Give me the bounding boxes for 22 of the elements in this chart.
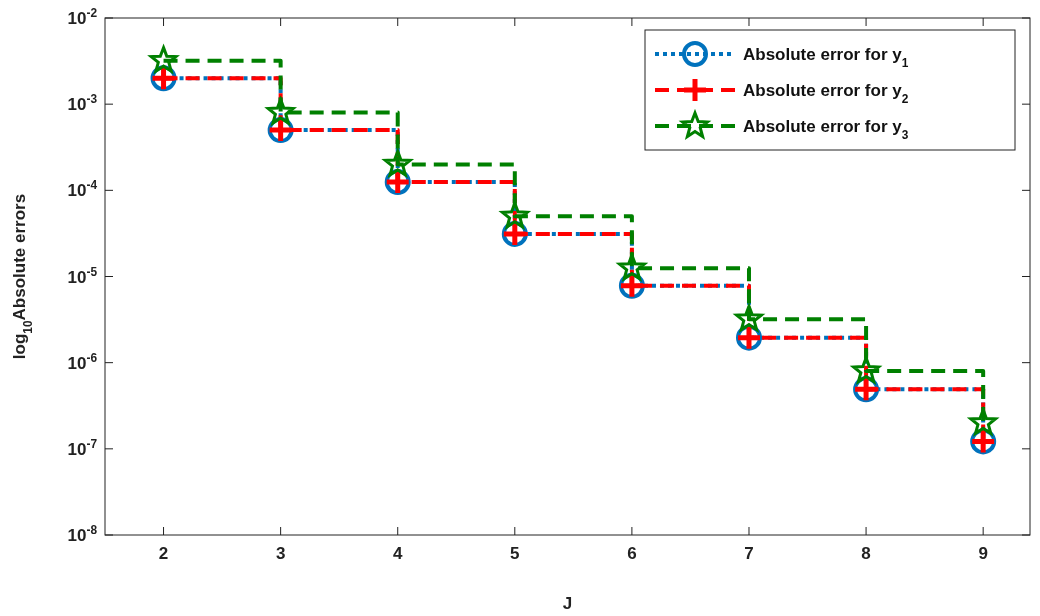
x-tick-label: 9 [978,544,988,563]
x-tick-label: 2 [158,544,169,563]
x-tick-label: 3 [275,544,286,563]
x-tick-label: 7 [744,544,754,563]
x-axis-title: J [562,594,573,613]
legend-label: Absolute error for y$_{2}$ [743,81,909,106]
y-tick-label: 10$^{-8}$ [67,523,98,545]
y-tick-label: 10$^{-3}$ [67,92,98,115]
point [381,148,414,179]
x-tick-label: 8 [861,544,871,563]
point [498,201,531,231]
y-tick-label: 10$^{-7}$ [67,436,98,459]
y-tick-label: 10$^{-5}$ [67,264,98,287]
point [967,406,1000,437]
x-tick-label: 4 [392,544,403,563]
legend-label: Absolute error for y$_{1}$ [743,45,909,70]
y-tick-label: 10$^{-6}$ [67,350,98,373]
x-tick-label: 5 [510,544,520,563]
x-tick-label: 6 [627,544,637,563]
y-tick-label: 10$^{-4}$ [67,178,98,201]
y-tick-label: 10$^{-2}$ [67,6,98,28]
legend-label: Absolute error for y$_{3}$ [743,117,909,142]
